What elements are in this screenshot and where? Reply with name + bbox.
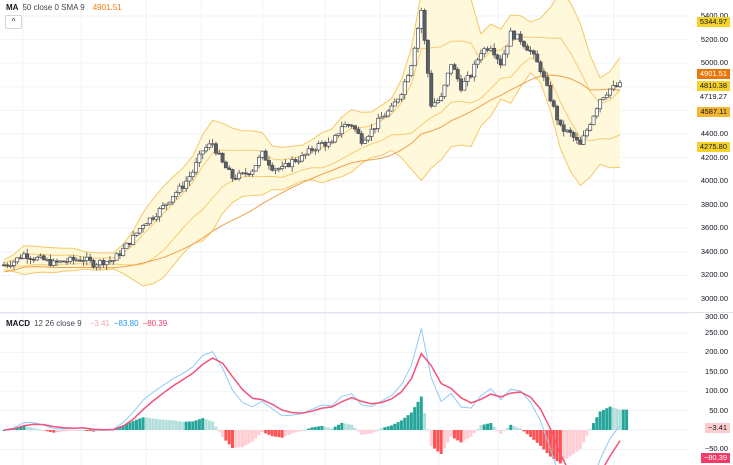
macd-axis-label: −50.00: [704, 444, 728, 454]
pane-divider[interactable]: [0, 312, 733, 313]
ma-legend-params: 50 close 0 SMA 9: [22, 3, 85, 12]
bb-upper-line: [3, 0, 621, 261]
macd-legend-name: MACD: [6, 319, 30, 328]
candles: [2, 7, 622, 271]
price-axis-label: 3400.00: [700, 246, 728, 256]
ma-legend-value: 4901.51: [92, 3, 122, 12]
price-axis-label: 4200.00: [700, 152, 728, 162]
macd-axis-label: 250.00: [705, 328, 728, 337]
macd-line-value: −83.80: [113, 319, 139, 328]
chevron-up-icon: ^: [11, 17, 16, 26]
macd-value-tag: −80.39: [700, 453, 730, 463]
price-axis-label: 5400.00: [700, 11, 728, 20]
macd-legend: MACD 12 26 close 9 −3.41 −83.80 −80.39: [6, 319, 167, 328]
price-axis-label: 5000.00: [700, 58, 728, 68]
price-axis-label: 4400.00: [700, 128, 728, 138]
macd-signal-value: −80.39: [142, 319, 168, 328]
ma-legend-name: MA: [6, 3, 19, 12]
price-axis-label: 5200.00: [700, 34, 728, 44]
macd-legend-params: 12 26 close 9: [34, 319, 82, 328]
macd-value-tag: −3.41: [705, 423, 730, 433]
price-axis-label: 3600.00: [700, 223, 728, 233]
ma-legend: MA 50 close 0 SMA 9 4901.51: [6, 3, 122, 12]
price-tag: 5344.97: [696, 17, 730, 27]
price-tag: 4810.38: [696, 81, 730, 91]
macd-axis-label: 300.00: [705, 312, 728, 321]
price-tag: 4587.11: [697, 107, 730, 117]
price-tag: 4275.80: [696, 142, 730, 152]
collapse-legend-button[interactable]: ^: [5, 15, 22, 29]
bollinger-band-fill: [4, 0, 620, 286]
price-axis-label: 3000.00: [700, 294, 728, 303]
price-axis-label: 3200.00: [700, 270, 728, 280]
price-tag: 4901.51: [696, 69, 730, 79]
price-axis-label: 3800.00: [700, 199, 728, 209]
macd-axis-label: 150.00: [705, 366, 728, 376]
price-tag: 4719.27: [696, 92, 730, 102]
macd-axis-label: 200.00: [705, 347, 728, 357]
macd-hist-value: −3.41: [89, 319, 110, 328]
macd-axis-label: 50.00: [709, 405, 728, 415]
price-axis-label: 4000.00: [700, 176, 728, 186]
signal-line: [3, 352, 621, 465]
macd-axis-label: 100.00: [705, 386, 728, 396]
macd-line: [3, 328, 621, 465]
